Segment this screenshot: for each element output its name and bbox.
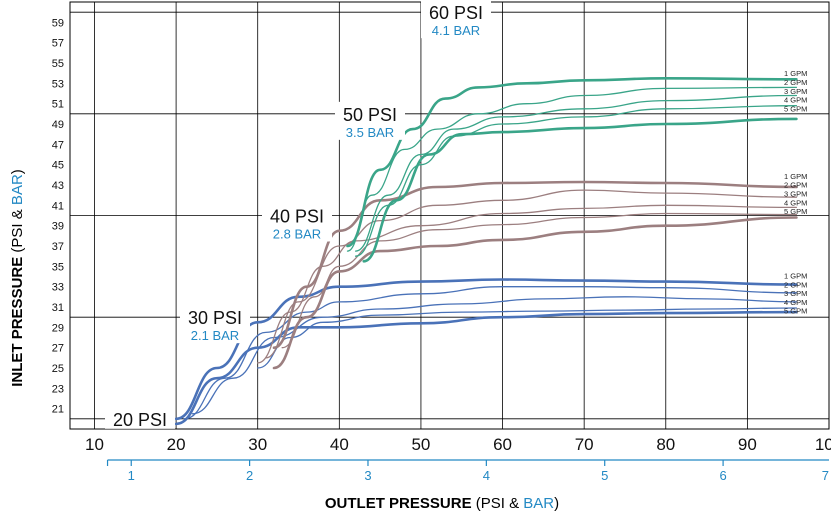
set-point-psi-label: 20 PSI xyxy=(113,410,167,430)
set-label-bg xyxy=(262,203,332,242)
x-tick-label: 80 xyxy=(656,435,675,454)
flow-label: 2 GPM xyxy=(784,181,807,190)
set-label-bg xyxy=(180,305,250,344)
set-point-bar-label: 3.5 BAR xyxy=(346,125,394,140)
series-line xyxy=(272,180,798,349)
x-tick-label: 70 xyxy=(575,435,594,454)
series-line xyxy=(346,86,798,252)
y-tick-label: 35 xyxy=(52,261,64,273)
series-line xyxy=(257,307,798,369)
series-line xyxy=(354,94,798,252)
flow-label: 5 GPM xyxy=(784,207,807,216)
x-tick-label: 60 xyxy=(493,435,512,454)
series-line xyxy=(191,296,798,415)
set-point-psi-label: 40 PSI xyxy=(270,207,324,227)
series-line xyxy=(174,310,798,426)
x-tick-label: 30 xyxy=(248,435,267,454)
grid xyxy=(69,1,830,430)
set-point-bar-label: 4.1 BAR xyxy=(432,23,480,38)
flow-label: 3 GPM xyxy=(784,87,807,96)
bar-tick-label: 4 xyxy=(483,468,490,483)
flow-label: 2 GPM xyxy=(784,280,807,289)
flow-label: 1 GPM xyxy=(784,272,807,281)
set-label-bg xyxy=(335,101,405,140)
y-tick-label: 39 xyxy=(52,221,64,233)
set-point-psi-label: 60 PSI xyxy=(429,3,483,23)
y-tick-label: 51 xyxy=(52,99,64,111)
flow-label: 1 GPM xyxy=(784,172,807,181)
y-tick-label: 27 xyxy=(52,343,64,355)
series-line xyxy=(272,216,798,370)
series-line xyxy=(362,117,798,263)
y-tick-label: 49 xyxy=(52,119,64,131)
x-tick-label: 40 xyxy=(330,435,349,454)
flow-label: 2 GPM xyxy=(784,78,807,87)
flow-label: 1 GPM xyxy=(784,69,807,78)
y-tick-label: 31 xyxy=(52,302,64,314)
bar-tick-label: 6 xyxy=(719,468,726,483)
set-point-bar-label: 2.1 BAR xyxy=(191,328,239,343)
y-tick-label: 59 xyxy=(52,17,64,29)
x-tick-label: 20 xyxy=(167,435,186,454)
series-line xyxy=(174,278,798,421)
y-tick-label: 53 xyxy=(52,78,64,90)
flow-label: 5 GPM xyxy=(784,307,807,316)
x-tick-label: 50 xyxy=(411,435,430,454)
y-tick-label: 55 xyxy=(52,58,64,70)
axes: 1020304050607080901002123252729313335373… xyxy=(52,17,831,483)
y-tick-label: 43 xyxy=(52,180,64,192)
series-layer xyxy=(174,76,798,426)
x-axis-title: OUTLET PRESSURE (PSI & BAR) xyxy=(325,495,559,512)
flow-label: 3 GPM xyxy=(784,289,807,298)
flow-label: 4 GPM xyxy=(784,298,807,307)
bar-tick-label: 2 xyxy=(246,468,253,483)
y-tick-label: 37 xyxy=(52,241,64,253)
x-tick-label: 10 xyxy=(85,435,104,454)
flow-label: 3 GPM xyxy=(784,190,807,199)
y-tick-label: 47 xyxy=(52,139,64,151)
series-line xyxy=(257,204,798,364)
y-tick-label: 33 xyxy=(52,282,64,294)
set-point-psi-label: 30 PSI xyxy=(188,308,242,328)
flow-label: 5 GPM xyxy=(784,104,807,113)
y-tick-label: 57 xyxy=(52,38,64,50)
bar-tick-label: 3 xyxy=(364,468,371,483)
flow-label: 4 GPM xyxy=(784,96,807,105)
y-tick-label: 45 xyxy=(52,160,64,172)
x-tick-label: 90 xyxy=(738,435,757,454)
y-tick-label: 23 xyxy=(52,383,64,395)
flow-label: 4 GPM xyxy=(784,198,807,207)
set-label-bg xyxy=(105,406,175,429)
series-line xyxy=(346,76,798,248)
series-line xyxy=(265,189,798,359)
bar-tick-label: 5 xyxy=(601,468,608,483)
x-tick-label: 100 xyxy=(815,435,831,454)
set-label-bg xyxy=(421,0,491,39)
y-axis-title: INLET PRESSURE (PSI & BAR) xyxy=(9,169,26,387)
bar-tick-label: 7 xyxy=(822,468,829,483)
series-line xyxy=(183,286,798,420)
y-tick-label: 41 xyxy=(52,200,64,212)
y-tick-label: 21 xyxy=(52,404,64,416)
y-tick-label: 25 xyxy=(52,363,64,375)
set-point-psi-label: 50 PSI xyxy=(343,105,397,125)
y-tick-label: 29 xyxy=(52,322,64,334)
bar-tick-label: 1 xyxy=(128,468,135,483)
set-point-bar-label: 2.8 BAR xyxy=(273,227,321,242)
